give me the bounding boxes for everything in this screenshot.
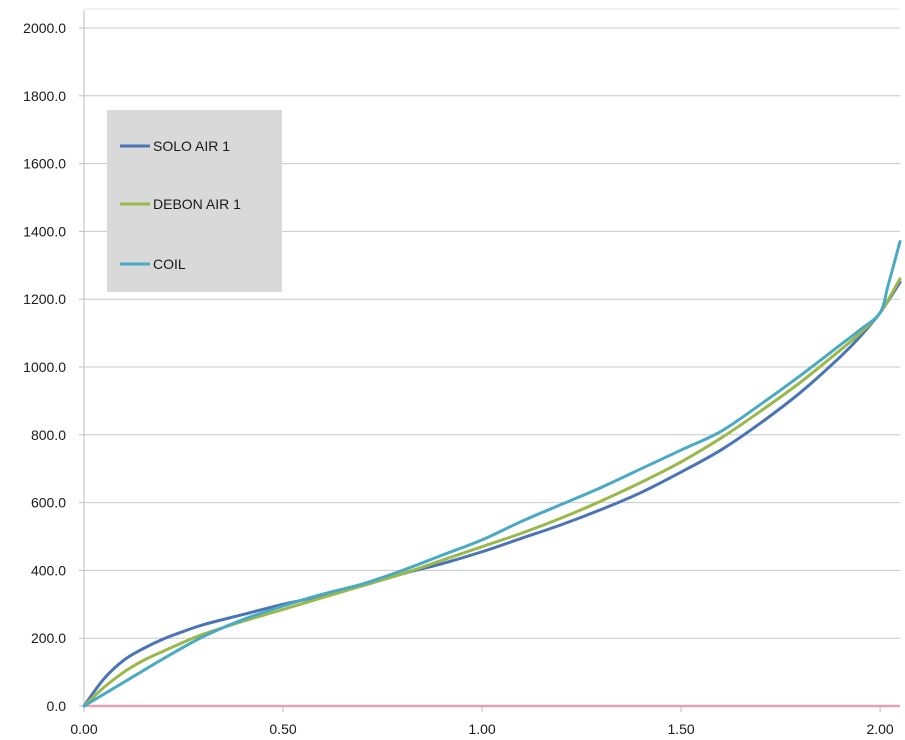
- y-tick-label: 600.0: [31, 495, 66, 511]
- y-tick-label: 1000.0: [23, 359, 66, 375]
- y-tick-label: 400.0: [31, 562, 66, 578]
- y-tick-label: 0.0: [47, 698, 67, 714]
- axis-layer: 0.0 200.0 400.0 600.0 800.0 1000.0 1200.0 1400.…: [23, 10, 894, 737]
- legend-label-debon-air-1: DEBON AIR 1: [153, 196, 241, 212]
- y-tick-label: 1600.0: [23, 156, 66, 172]
- y-tick-label: 200.0: [31, 630, 66, 646]
- x-tick-label: 2.00: [866, 721, 893, 737]
- series-layer: [82, 240, 902, 708]
- legend-label-solo-air-1: SOLO AIR 1: [153, 138, 230, 154]
- y-tick-label: 1200.0: [23, 291, 66, 307]
- x-tick-label: 0.50: [269, 721, 296, 737]
- legend-box: [107, 110, 282, 292]
- series-line-coil: [82, 240, 902, 708]
- grid-layer: [84, 8, 900, 639]
- x-tick-label: 1.50: [667, 721, 694, 737]
- y-tick-label: 1400.0: [23, 223, 66, 239]
- x-tick-label: 1.00: [468, 721, 495, 737]
- legend: SOLO AIR 1 DEBON AIR 1 COIL: [107, 110, 282, 292]
- y-tick-label: 1800.0: [23, 88, 66, 104]
- series-line-debon-air-1: [82, 277, 902, 708]
- legend-label-coil: COIL: [153, 256, 186, 272]
- x-tick-label: 0.00: [70, 721, 97, 737]
- y-tick-label: 2000.0: [23, 20, 66, 36]
- series-line-solo-air-1: [82, 280, 902, 708]
- y-tick-label: 800.0: [31, 427, 66, 443]
